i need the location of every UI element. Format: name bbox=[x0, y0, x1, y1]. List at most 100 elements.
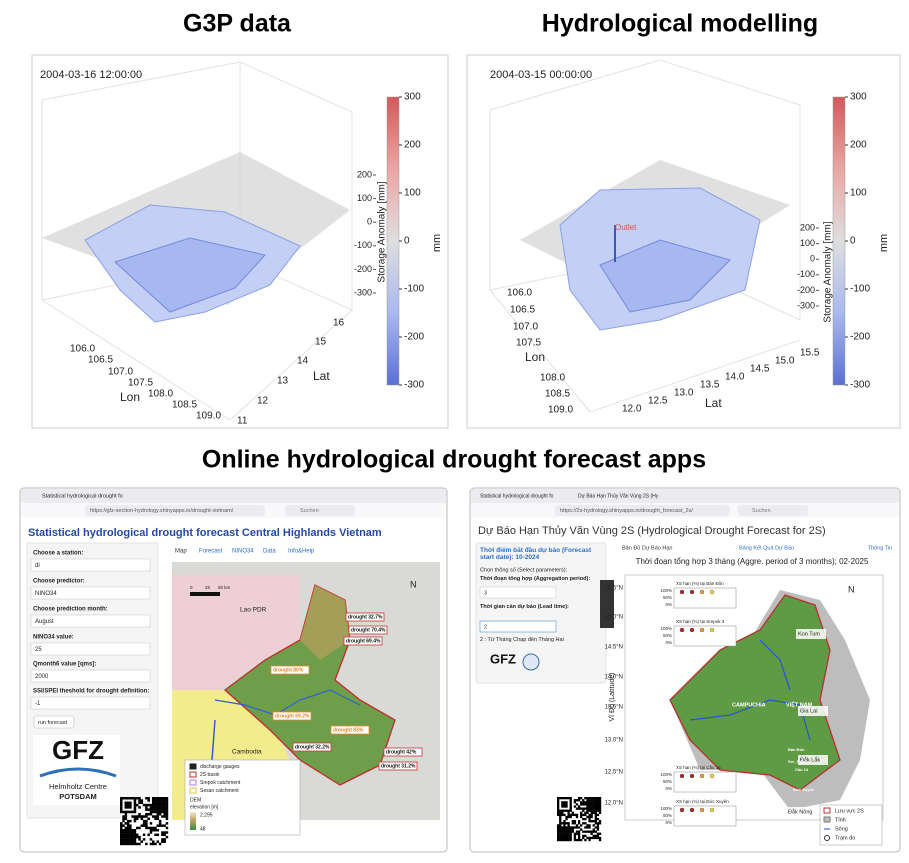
qr-module bbox=[163, 813, 166, 816]
qr-module bbox=[559, 815, 562, 819]
qr-module bbox=[129, 810, 132, 814]
qr-module bbox=[147, 799, 150, 802]
qr-module bbox=[563, 836, 566, 840]
qr-module bbox=[124, 813, 128, 816]
qr-module bbox=[122, 819, 125, 823]
input-value: dl bbox=[35, 563, 40, 569]
qr-module bbox=[559, 820, 562, 823]
qr-module bbox=[124, 840, 128, 843]
drought-label: drought 70.4% bbox=[351, 627, 386, 633]
qr-module bbox=[596, 799, 600, 802]
qr-module bbox=[133, 833, 137, 837]
qr-module bbox=[577, 836, 581, 840]
colorbar-tick-label: 300 bbox=[850, 92, 867, 103]
input-box bbox=[479, 586, 557, 599]
colorbar-tick-label: -100 bbox=[850, 284, 870, 295]
qr-module bbox=[582, 813, 585, 817]
qr-module bbox=[557, 801, 560, 804]
qr-module bbox=[580, 797, 583, 800]
qr-module bbox=[569, 797, 572, 800]
qr-module bbox=[158, 806, 162, 809]
qr-module bbox=[592, 807, 595, 810]
drought-label: drought 31.2% bbox=[381, 763, 416, 769]
inset-dot bbox=[699, 773, 705, 779]
qr-module bbox=[163, 840, 166, 843]
x-tick-label: 109.0 bbox=[196, 411, 221, 422]
qr-module bbox=[124, 810, 128, 814]
qr-module bbox=[165, 801, 169, 805]
qr-module bbox=[152, 840, 155, 843]
qr-module bbox=[559, 824, 562, 827]
qr-module bbox=[563, 809, 566, 812]
qr-module bbox=[582, 807, 585, 810]
inset-box bbox=[673, 587, 737, 609]
qr-module bbox=[588, 838, 591, 842]
qr-module bbox=[598, 836, 602, 840]
station-label: Đức Xuyên bbox=[793, 787, 815, 792]
qr-module bbox=[565, 809, 568, 812]
qr-module bbox=[582, 809, 585, 812]
inset-dot bbox=[709, 773, 715, 779]
qr-module bbox=[145, 822, 148, 825]
qr-module bbox=[165, 803, 169, 807]
qr-module bbox=[165, 831, 169, 834]
y-tick-label: 13.0 bbox=[674, 388, 694, 399]
qr-module bbox=[126, 806, 130, 809]
qr-module bbox=[596, 803, 600, 806]
inset-dot bbox=[709, 627, 715, 633]
qr-module bbox=[156, 829, 160, 832]
logo-text: POTSDAM bbox=[59, 792, 97, 801]
qr-module bbox=[133, 835, 137, 839]
tab-bar bbox=[21, 489, 446, 503]
qr-module bbox=[588, 797, 591, 800]
qr-module bbox=[569, 815, 572, 819]
tab-bar bbox=[471, 489, 899, 503]
qr-module bbox=[145, 819, 148, 823]
y-axis-label: Lat bbox=[313, 369, 330, 383]
qr-module bbox=[561, 803, 564, 806]
text-block: Thời gian cần dự báo (Lead time): bbox=[480, 604, 569, 610]
qr-module bbox=[140, 824, 144, 827]
qr-module bbox=[567, 797, 570, 800]
qr-module bbox=[567, 813, 570, 817]
qr-module bbox=[131, 829, 134, 832]
panel-title: G3P data bbox=[183, 10, 292, 38]
url-field bbox=[555, 505, 730, 516]
qr-module bbox=[582, 817, 585, 821]
qr-module bbox=[596, 809, 600, 812]
qr-module bbox=[561, 822, 564, 825]
dem-bar bbox=[190, 812, 196, 830]
qr-module bbox=[158, 801, 162, 805]
qr-module bbox=[575, 838, 579, 842]
legend-item: Lưu vực 2S bbox=[835, 808, 864, 814]
qr-module bbox=[138, 826, 141, 830]
qr-module bbox=[122, 817, 125, 821]
qr-module bbox=[147, 833, 150, 837]
qr-module bbox=[120, 835, 123, 839]
qr-module bbox=[586, 811, 589, 814]
qr-module bbox=[592, 834, 595, 838]
inset-box bbox=[673, 771, 737, 793]
z-tick-label: 100 bbox=[357, 193, 372, 203]
qr-module bbox=[149, 838, 153, 841]
z-tick-label: -100 bbox=[354, 240, 372, 250]
qr-module bbox=[580, 801, 583, 804]
note: 2 : Từ Tháng Chạp đến Tháng Hai bbox=[480, 637, 564, 643]
drought-label: drought 32.7% bbox=[348, 614, 383, 620]
inset-tick: 100% bbox=[660, 806, 672, 811]
button[interactable] bbox=[33, 715, 75, 729]
qr-module bbox=[592, 797, 595, 800]
qr-module bbox=[120, 801, 123, 805]
input-label: Thời đoạn tổng hợp (Aggregation period): bbox=[480, 576, 591, 582]
qr-module bbox=[580, 838, 583, 842]
qr-module bbox=[124, 838, 128, 841]
scale-bar bbox=[190, 592, 220, 596]
qr-module bbox=[590, 801, 593, 804]
qr-module bbox=[156, 808, 160, 811]
plot-3d bbox=[489, 59, 801, 413]
app-tab: NINO34 bbox=[232, 549, 254, 555]
qr-module bbox=[136, 815, 139, 818]
qr-module bbox=[156, 813, 160, 816]
qr-module bbox=[563, 828, 566, 831]
qr-module bbox=[561, 811, 564, 814]
